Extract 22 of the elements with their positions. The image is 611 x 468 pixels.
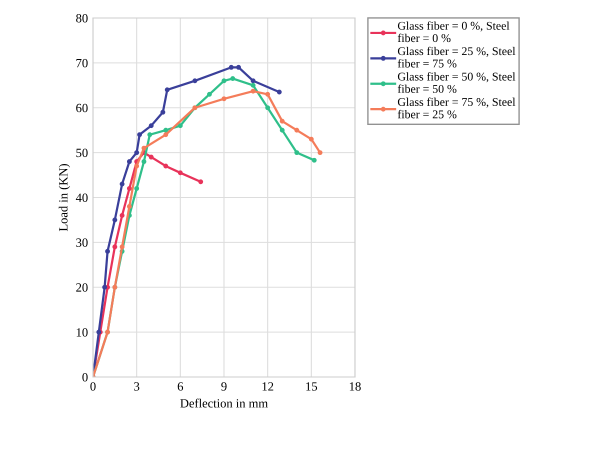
x-tick-label: 0 bbox=[90, 382, 96, 391]
legend-label: Glass fiber = 0 %, Steel fiber = 0 % bbox=[398, 21, 510, 42]
x-tick-label: 6 bbox=[178, 382, 184, 391]
x-tick-label: 3 bbox=[134, 382, 140, 391]
y-tick-label: 20 bbox=[76, 283, 88, 292]
legend-label: Glass fiber = 75 %, Steel fiber = 25 % bbox=[398, 98, 516, 118]
x-axis-title: Deflection in mm bbox=[180, 398, 268, 408]
legend-label: Glass fiber = 25 %, Steel fiber = 75 % bbox=[398, 46, 516, 68]
y-tick-label: 50 bbox=[76, 148, 88, 158]
y-tick-label: 60 bbox=[76, 104, 88, 112]
legend-label: Glass fiber = 50 %, Steel fiber = 50 % bbox=[398, 72, 516, 93]
y-tick-label: 10 bbox=[76, 328, 88, 337]
y-tick-label: 40 bbox=[76, 194, 88, 202]
x-tick-label: 12 bbox=[262, 382, 274, 391]
y-tick-label: 80 bbox=[76, 14, 88, 22]
y-tick-label: 0 bbox=[82, 373, 88, 382]
y-axis-title: Load in (KN) bbox=[58, 164, 70, 232]
y-tick-label: 70 bbox=[76, 58, 88, 68]
y-tick-label: 30 bbox=[76, 238, 88, 247]
x-tick-label: 18 bbox=[350, 382, 361, 391]
x-tick-label: 15 bbox=[306, 382, 318, 391]
x-tick-label: 9 bbox=[221, 382, 227, 391]
